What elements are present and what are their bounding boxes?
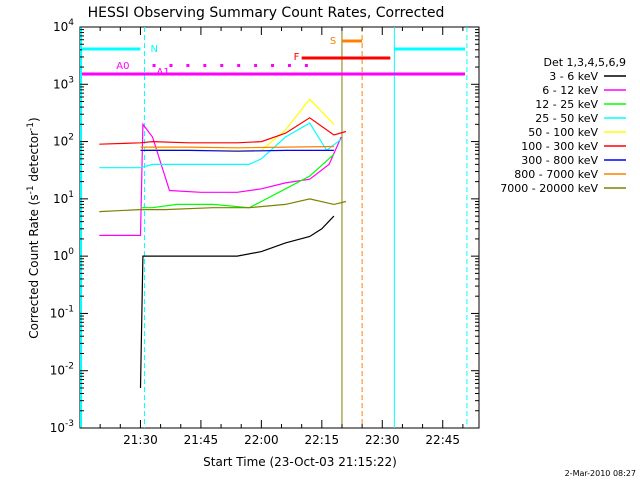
y-tick-label: 104	[53, 18, 74, 34]
legend-entry: 6 - 12 keV	[542, 84, 598, 97]
attenuator-flag-dot	[203, 64, 207, 67]
y-axis-label: Corrected Count Rate (s-1 detector-1)	[26, 117, 41, 338]
legend-entry: 100 - 300 keV	[521, 140, 598, 153]
legend-entry: 300 - 800 keV	[521, 154, 598, 167]
flag-label: N	[150, 44, 157, 55]
x-axis: 21:30 21:45 22:00 22:15 22:30 22:45	[99, 27, 464, 447]
y-tick-label: 102	[53, 133, 74, 149]
y-axis: 10-3 10-2 10-1 100 101 102 103 104	[50, 18, 479, 435]
attenuator-flag-dot	[220, 64, 224, 67]
flag-label: A0	[116, 61, 129, 72]
attenuator-flag-dot	[169, 64, 173, 67]
plot-frame	[79, 26, 480, 429]
legend-entry: 3 - 6 keV	[549, 70, 598, 83]
legend-entry: 25 - 50 keV	[535, 112, 598, 125]
x-tick-label: 21:45	[184, 433, 219, 447]
footer-date: 2-Mar-2010 08:27	[565, 469, 636, 478]
legend-entry: 800 - 7000 keV	[514, 168, 598, 181]
y-tick-label: 100	[53, 247, 74, 263]
y-tick-label: 101	[53, 190, 74, 206]
attenuator-flag-dot	[287, 64, 291, 67]
attenuator-flags: N A0 A1 F S	[82, 36, 465, 78]
series-line	[99, 122, 342, 236]
series-line	[139, 215, 335, 389]
attenuator-flag-dot	[186, 64, 190, 67]
attenuator-flag-dot	[237, 64, 241, 67]
legend-entry: 12 - 25 keV	[535, 98, 598, 111]
x-tick-label: 22:15	[305, 433, 340, 447]
attenuator-flag-dot	[304, 64, 308, 67]
series-line	[99, 117, 347, 145]
x-tick-label: 22:30	[365, 433, 400, 447]
legend-entry: 50 - 100 keV	[528, 126, 598, 139]
y-tick-label: 10-3	[50, 419, 74, 435]
series-line	[99, 122, 342, 169]
x-axis-label: Start Time (23-Oct-03 21:15:22)	[203, 455, 397, 469]
y-tick-label: 10-2	[50, 362, 74, 378]
series-line	[99, 198, 347, 213]
flag-label: A1	[157, 67, 170, 78]
x-tick-label: 22:45	[425, 433, 460, 447]
x-tick-label: 22:00	[244, 433, 279, 447]
series-line	[140, 145, 334, 149]
attenuator-flag-dot	[152, 64, 156, 67]
flag-label: S	[330, 36, 336, 47]
attenuator-flag-dot	[254, 64, 258, 67]
flag-label: F	[294, 52, 300, 63]
legend-title: Det 1,3,4,5,6,9	[543, 56, 626, 69]
plot-area	[79, 26, 480, 429]
y-tick-label: 103	[53, 75, 74, 91]
series-line	[140, 149, 334, 152]
legend-entry: 7000 - 20000 keV	[500, 182, 598, 195]
x-tick-label: 21:30	[123, 433, 158, 447]
y-tick-label: 10-1	[50, 304, 74, 320]
chart-title: HESSI Observing Summary Count Rates, Cor…	[88, 5, 445, 21]
attenuator-flag-dot	[271, 64, 275, 67]
